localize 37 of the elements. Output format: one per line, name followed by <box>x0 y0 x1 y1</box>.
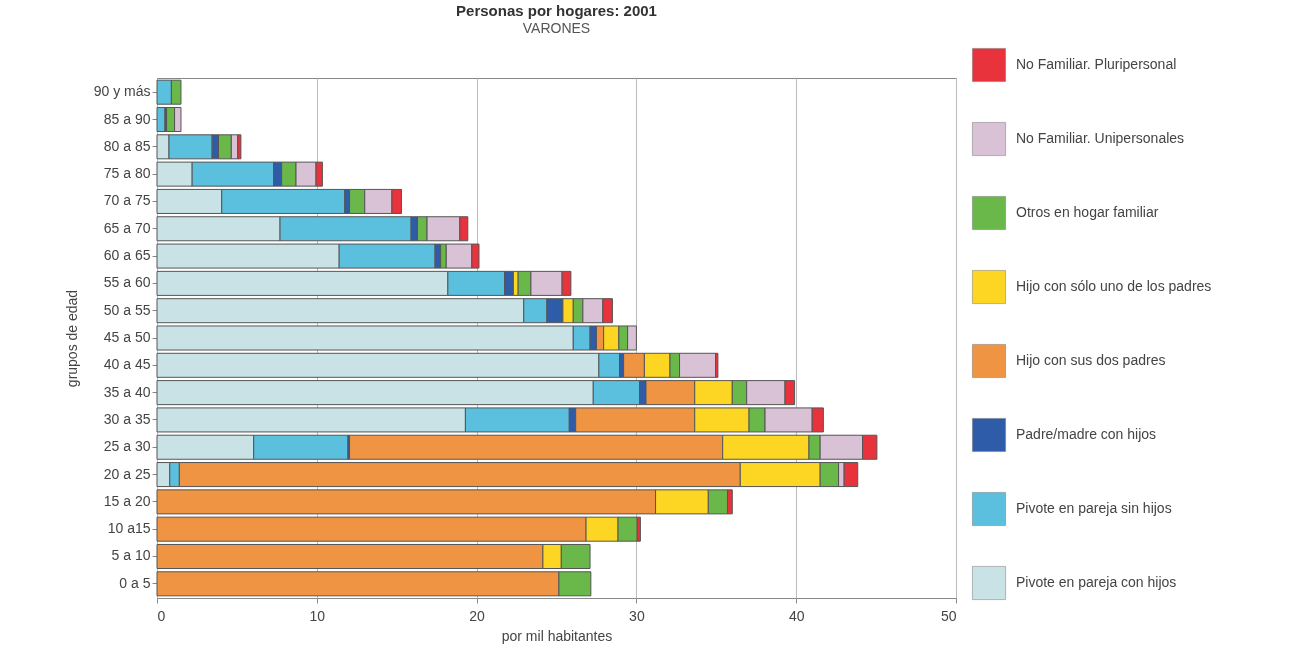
y-tick-label: 60 a 65 <box>103 247 151 264</box>
x-tick-label: 0 <box>157 607 166 624</box>
y-tick-label: 0 a 5 <box>119 574 151 591</box>
legend-label: Hijo con sólo uno de los padres <box>1016 278 1212 294</box>
y-tick-label: 50 a 55 <box>103 301 151 318</box>
x-tick-label: 50 <box>940 607 957 624</box>
y-tick-label: 90 y más <box>93 83 151 100</box>
y-tick-label: 75 a 80 <box>103 165 151 182</box>
y-tick-label: 30 a 35 <box>103 410 151 427</box>
y-tick-label: 15 a 20 <box>103 492 151 509</box>
legend-label: No Familiar. Unipersonales <box>1016 130 1185 146</box>
y-tick-label: 55 a 60 <box>103 274 151 291</box>
y-tick-label: 85 a 90 <box>103 110 151 127</box>
x-tick-label: 40 <box>788 607 805 624</box>
y-tick-label: 65 a 70 <box>103 219 151 236</box>
chart-title: Personas por hogares: 2001 <box>456 2 657 19</box>
y-tick-label: 45 a 50 <box>103 329 151 345</box>
x-tick-label: 10 <box>309 607 326 624</box>
legend-label: Otros en hogar familiar <box>1016 204 1159 220</box>
x-tick-label: 30 <box>629 607 645 624</box>
x-tick-label: 20 <box>469 607 486 624</box>
y-tick-label: 25 a 30 <box>103 438 151 455</box>
legend-label: Padre/madre con hijos <box>1016 426 1157 442</box>
legend-label: Hijo con sus dos padres <box>1016 352 1166 368</box>
y-tick-label: 5 a 10 <box>111 547 151 564</box>
y-axis-title: grupos de edad <box>63 289 80 388</box>
legend-label: Pivote en pareja sin hijos <box>1016 500 1172 516</box>
x-axis-title: por mil habitantes <box>501 627 613 644</box>
y-tick-label: 70 a 75 <box>103 192 151 209</box>
y-tick-label: 35 a 40 <box>103 383 151 400</box>
legend-label: Pivote en pareja con hijos <box>1016 574 1177 590</box>
y-tick-label: 20 a 25 <box>103 465 151 482</box>
y-tick-label: 80 a 85 <box>103 137 151 154</box>
y-tick-label: 40 a 45 <box>103 356 151 373</box>
legend-label: No Familiar. Pluripersonal <box>1016 56 1177 72</box>
y-tick-label: 10 a15 <box>107 520 151 537</box>
chart-subtitle: VARONES <box>522 20 591 36</box>
